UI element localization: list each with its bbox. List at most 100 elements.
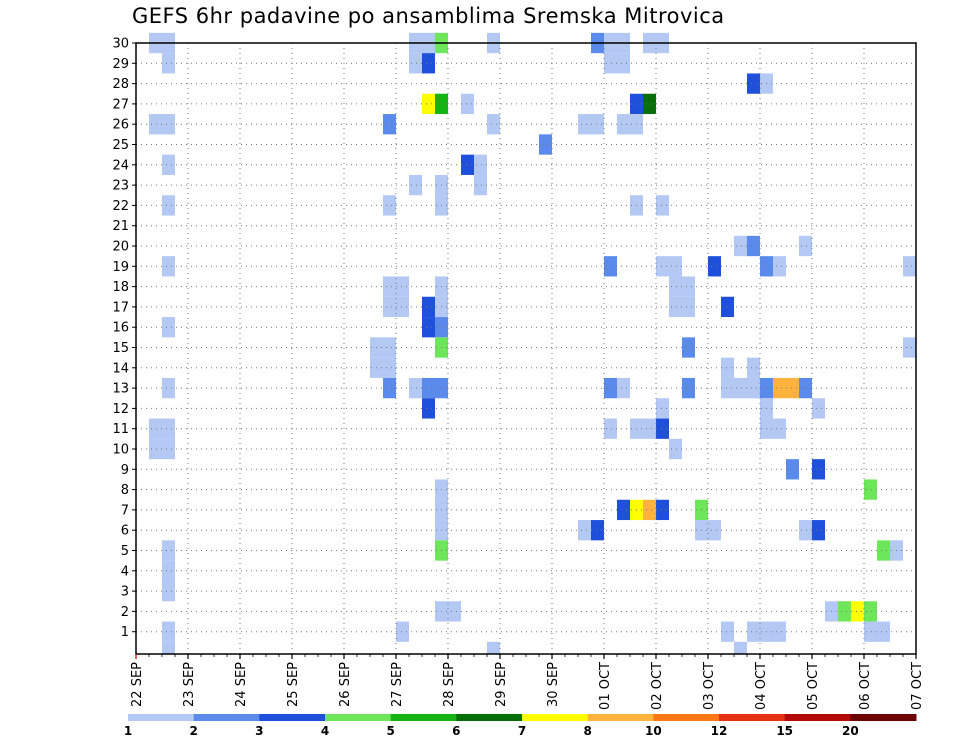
y-axis: 1234567891011121314151617181920212223242… — [112, 37, 136, 640]
colorbar-label: 10 — [645, 724, 662, 738]
heatmap-cell — [149, 114, 162, 135]
x-tick-label: 07 OCT — [910, 662, 925, 710]
heatmap-cell — [162, 540, 175, 561]
cells-layer — [149, 32, 916, 654]
heatmap-cell — [877, 621, 890, 642]
heatmap-cell — [422, 93, 435, 115]
heatmap-cell — [734, 641, 747, 654]
colorbar-swatch — [325, 714, 392, 721]
heatmap-cell — [591, 114, 604, 135]
heatmap-cell — [721, 296, 734, 318]
heatmap-cell — [877, 540, 890, 561]
colorbar-label: 3 — [255, 724, 263, 738]
y-tick-label: 4 — [121, 564, 129, 579]
y-tick-label: 11 — [112, 422, 129, 437]
colorbar-swatch — [259, 714, 326, 721]
heatmap-cell — [656, 195, 669, 216]
y-tick-label: 15 — [112, 341, 129, 356]
heatmap-cell — [409, 53, 422, 74]
y-tick-label: 28 — [112, 77, 129, 92]
y-tick-label: 23 — [112, 179, 129, 194]
heatmap-cell — [604, 418, 617, 439]
heatmap-cell — [669, 276, 682, 297]
heatmap-cell — [422, 53, 435, 74]
x-tick-label: 01 OCT — [598, 662, 613, 710]
y-tick-label: 26 — [112, 118, 129, 133]
colorbar-label: 1 — [124, 724, 132, 738]
y-tick-label: 1 — [121, 625, 129, 640]
y-tick-label: 2 — [121, 605, 129, 620]
heatmap-cell — [903, 256, 916, 277]
heatmap-cell — [682, 377, 695, 399]
heatmap-cell — [812, 459, 825, 480]
heatmap-cell — [734, 377, 747, 399]
heatmap-cell — [864, 601, 877, 622]
heatmap-cell — [422, 398, 435, 419]
colorbar-swatch — [128, 714, 195, 721]
chart-title: GEFS 6hr padavine po ansamblima Sremska … — [132, 4, 725, 28]
heatmap-cell — [838, 601, 851, 622]
heatmap-cell — [604, 377, 617, 399]
heatmap-cell — [773, 256, 786, 277]
heatmap-cell — [786, 459, 799, 480]
heatmap-cell — [383, 114, 396, 135]
heatmap-cell — [799, 520, 812, 541]
heatmap-cell — [747, 621, 760, 642]
heatmap-cell — [682, 276, 695, 297]
heatmap-cell — [461, 93, 474, 115]
heatmap-cell — [773, 621, 786, 642]
heatmap-cell — [474, 174, 487, 196]
x-tick-label: 23 SEP — [182, 662, 197, 707]
heatmap-cell — [656, 398, 669, 419]
heatmap-cell — [162, 438, 175, 460]
heatmap-cell — [617, 499, 630, 521]
x-tick-label: 03 OCT — [702, 662, 717, 710]
heatmap-cell — [461, 154, 474, 175]
plot-frame — [135, 42, 917, 655]
y-tick-label: 20 — [112, 240, 129, 255]
heatmap-cell — [799, 235, 812, 257]
heatmap-cell — [656, 418, 669, 439]
y-tick-label: 17 — [112, 300, 129, 315]
colorbar-label: 5 — [386, 724, 394, 738]
colorbar-swatch — [193, 714, 260, 721]
colorbar: 1 2 3 4 5 6 7 8 10 12 15 20 — [124, 714, 917, 738]
x-tick-label: 02 OCT — [650, 662, 665, 710]
heatmap-cell — [162, 560, 175, 581]
heatmap-cell — [747, 73, 760, 94]
x-tick-label: 24 SEP — [234, 662, 249, 707]
heatmap-cell — [409, 174, 422, 196]
y-tick-label: 6 — [121, 524, 129, 539]
heatmap-cell — [669, 296, 682, 318]
heatmap-cell — [539, 134, 552, 155]
x-tick-label: 25 SEP — [286, 662, 301, 707]
heatmap-cell — [604, 256, 617, 277]
colorbar-label: 6 — [452, 724, 460, 738]
heatmap-cell — [474, 154, 487, 175]
heatmap-cell — [149, 418, 162, 439]
heatmap-cell — [812, 398, 825, 419]
heatmap-cell — [422, 317, 435, 338]
heatmap-cell — [487, 114, 500, 135]
heatmap-cell — [396, 296, 409, 318]
heatmap-cell — [162, 418, 175, 439]
heatmap-cell — [864, 621, 877, 642]
x-tick-label: 28 SEP — [442, 662, 457, 707]
heatmap-cell — [383, 296, 396, 318]
heatmap-cell — [643, 418, 656, 439]
heatmap-cell — [162, 580, 175, 602]
heatmap-cell — [656, 499, 669, 521]
heatmap-cell — [578, 114, 591, 135]
heatmap-cell — [604, 53, 617, 74]
heatmap-cell — [669, 256, 682, 277]
x-tick-label: 26 SEP — [338, 662, 353, 707]
heatmap-cell — [162, 114, 175, 135]
y-tick-label: 9 — [121, 463, 129, 478]
heatmap-cell — [487, 641, 500, 654]
colorbar-label: 8 — [583, 724, 591, 738]
y-tick-label: 18 — [112, 280, 129, 295]
y-tick-label: 7 — [121, 503, 129, 518]
heatmap-cell — [864, 479, 877, 500]
heatmap-cell — [747, 357, 760, 378]
